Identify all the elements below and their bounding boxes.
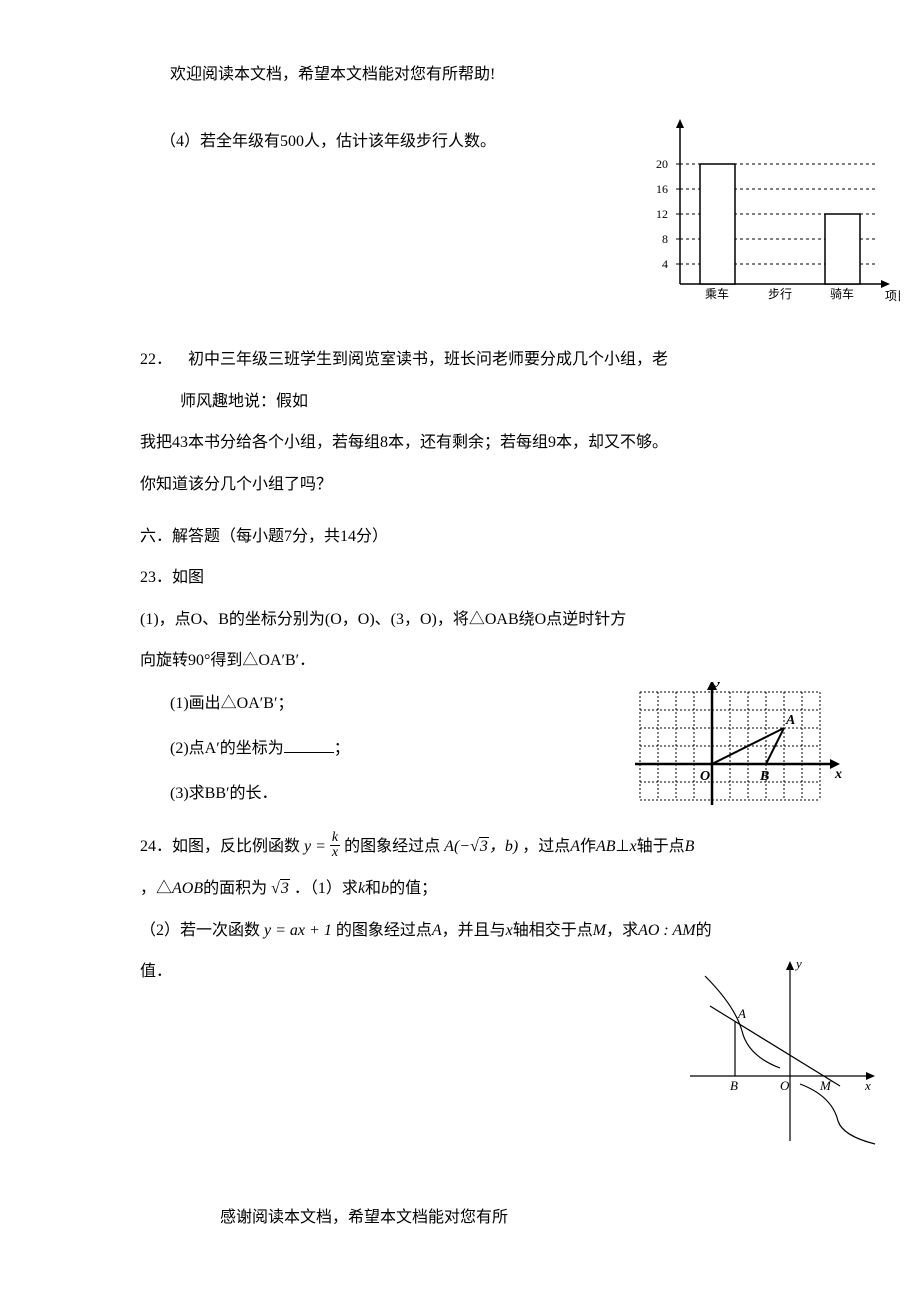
footer-note: 感谢阅读本文档，希望本文档能对您有所 xyxy=(220,1203,508,1227)
q24-l3c: ，并且与 xyxy=(442,922,506,939)
q24-l2a: ，△ xyxy=(140,880,172,897)
q23-sub2b: ； xyxy=(334,740,350,757)
q24-l3d: 轴相交于点 xyxy=(513,922,593,939)
q24-wrap: 24．如图，反比例函数 y = kx 的图象经过点 A(−3，b) ，过点A作A… xyxy=(140,826,780,1106)
svg-text:骑车: 骑车 xyxy=(830,286,854,301)
svg-text:20: 20 xyxy=(656,157,668,171)
q24-l2e: 的值； xyxy=(389,880,437,897)
q24-AOB: AOB xyxy=(172,880,203,897)
q24-l2c: ．（1）求 xyxy=(294,880,358,897)
q24-b2: b xyxy=(381,880,389,897)
svg-text:乘车: 乘车 xyxy=(705,286,729,301)
q23: 23．如图 (1)，点O、B的坐标分别为(O，O)、(3，O)，将△OAB绕O点… xyxy=(140,557,780,682)
q24-l3e: ，求 xyxy=(606,922,638,939)
q24-line1: 24．如图，反比例函数 y = kx 的图象经过点 A(−3，b) ，过点A作A… xyxy=(140,826,780,868)
q24-l1a: 24．如图，反比例函数 xyxy=(140,838,300,855)
q22-num: 22． xyxy=(140,339,172,381)
q22-line4: 你知道该分几个小组了吗？ xyxy=(140,464,780,506)
svg-text:x: x xyxy=(864,1078,871,1093)
q24-line3: （2）若一次函数 y = ax + 1 的图象经过点A，并且与x轴相交于点M，求… xyxy=(140,910,780,952)
svg-text:O: O xyxy=(700,769,710,784)
section6-header: 六．解答题（每小题7分，共14分） xyxy=(140,516,780,558)
svg-text:8: 8 xyxy=(662,232,668,246)
svg-text:4: 4 xyxy=(662,257,668,271)
q24-A3: A xyxy=(432,922,442,939)
q24-M: M xyxy=(593,922,606,939)
q23-line2: 向旋转90°得到△OA′B′． xyxy=(140,640,780,682)
q24-function-graph: x y A B O M xyxy=(680,956,880,1146)
q23-num: 23．如图 xyxy=(140,557,780,599)
svg-text:项目: 项目 xyxy=(885,289,900,303)
q24-A2: A xyxy=(570,838,580,855)
q24-perp: ⊥ xyxy=(616,838,630,855)
q24-l1e: 轴于点 xyxy=(637,838,685,855)
q22-line2: 师风趣地说：假如 xyxy=(180,381,780,423)
q24-x2: x xyxy=(506,922,513,939)
q24-lineformula: y = ax + 1 xyxy=(264,922,332,939)
svg-text:A: A xyxy=(785,713,795,728)
blank-underline xyxy=(284,752,334,753)
svg-text:步行: 步行 xyxy=(768,287,792,301)
svg-text:B: B xyxy=(759,769,769,784)
svg-text:16: 16 xyxy=(656,182,668,196)
q24-sqrt3: 3 xyxy=(271,868,290,910)
q24-l1c: ，过点 xyxy=(522,838,570,855)
q24-l1b: 的图象经过点 xyxy=(344,838,440,855)
q24-line2: ，△AOB的面积为 3 ．（1）求k和b的值； xyxy=(140,868,780,910)
q22-line3: 我把43本书分给各个小组，若每组8本，还有剩余；若每组9本，却又不够。 xyxy=(140,422,780,464)
svg-text:O: O xyxy=(780,1078,790,1093)
q24-k2: k xyxy=(358,880,365,897)
bar-chart: 4 8 12 16 20 乘车 步行 骑车 项目 xyxy=(640,114,900,314)
q24-AB: AB xyxy=(596,838,616,855)
q24-l3f: 的 xyxy=(696,922,712,939)
q22: 22． 初中三年级三班学生到阅览室读书，班长问老师要分成几个小组，老 师风趣地说… xyxy=(140,339,780,505)
q23-sub-wrap: (1)画出△OA′B′； (2)点A′的坐标为； (3)求BB′的长． xyxy=(140,682,780,816)
q24-ratio: AO : AM xyxy=(638,922,695,939)
q24-pointA: A(−3，b) xyxy=(444,838,518,855)
svg-text:B: B xyxy=(730,1078,738,1093)
q24-xax: x xyxy=(629,838,636,855)
q23-grid-graph: y x O B A xyxy=(630,682,850,812)
q23-sub2a: (2)点A′的坐标为 xyxy=(170,740,284,757)
svg-text:12: 12 xyxy=(656,207,668,221)
svg-text:y: y xyxy=(794,956,802,971)
svg-text:A: A xyxy=(737,1006,746,1021)
q24-formula1: y = kx xyxy=(304,838,340,855)
q24-l3b: 的图象经过点 xyxy=(336,922,432,939)
svg-text:y: y xyxy=(714,682,723,688)
q24-l3a: （2）若一次函数 xyxy=(140,922,260,939)
q24-l2d: 和 xyxy=(365,880,381,897)
q24-l2b: 的面积为 xyxy=(203,880,267,897)
svg-text:M: M xyxy=(819,1078,832,1093)
q23-line1: (1)，点O、B的坐标分别为(O，O)、(3，O)，将△OAB绕O点逆时针方 xyxy=(140,599,780,641)
q22-line1: 初中三年级三班学生到阅览室读书，班长问老师要分成几个小组，老 xyxy=(188,351,668,368)
q24-l1d: 作 xyxy=(580,838,596,855)
header-note: 欢迎阅读本文档，希望本文档能对您有所帮助! xyxy=(170,60,780,84)
q4-row: （4）若全年级有500人，估计该年级步行人数。 4 8 12 16 20 xyxy=(140,124,780,159)
svg-text:x: x xyxy=(834,767,842,782)
q24-B: B xyxy=(685,838,695,855)
